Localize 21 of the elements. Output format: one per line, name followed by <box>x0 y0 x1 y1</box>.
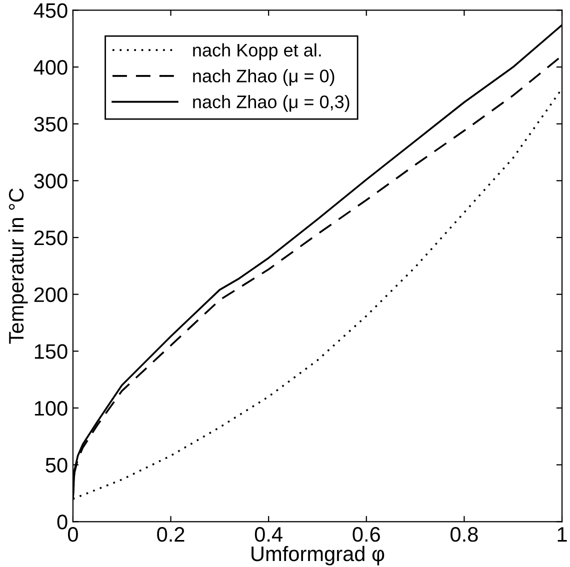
legend-label: nach Zhao (μ = 0) <box>193 69 334 86</box>
x-tick-label: 0.2 <box>157 527 184 542</box>
legend-label: nach Kopp et al. <box>193 43 321 60</box>
y-tick-label: 400 <box>34 60 68 75</box>
y-tick-label: 150 <box>34 344 68 359</box>
x-tick-label: 0.6 <box>352 527 380 542</box>
y-tick-label: 100 <box>34 400 68 416</box>
y-axis-title: Temperatur in °C <box>8 188 28 344</box>
x-tick-label: 0.8 <box>450 527 478 542</box>
y-tick-label: 0 <box>57 514 68 530</box>
y-tick-label: 450 <box>34 3 68 18</box>
x-tick-label: 1 <box>558 527 567 542</box>
y-tick-label: 50 <box>46 458 68 473</box>
y-tick-label: 200 <box>34 287 68 302</box>
y-tick-label: 250 <box>34 230 68 246</box>
y-tick-label: 300 <box>34 174 68 188</box>
x-tick-label: 0.4 <box>254 527 282 542</box>
legend-label: nach Zhao (μ = 0,3) <box>193 95 350 112</box>
x-axis-title: Umformgrad φ <box>252 546 384 566</box>
x-tick-label: 0 <box>68 527 78 542</box>
y-tick-label: 350 <box>34 116 68 132</box>
